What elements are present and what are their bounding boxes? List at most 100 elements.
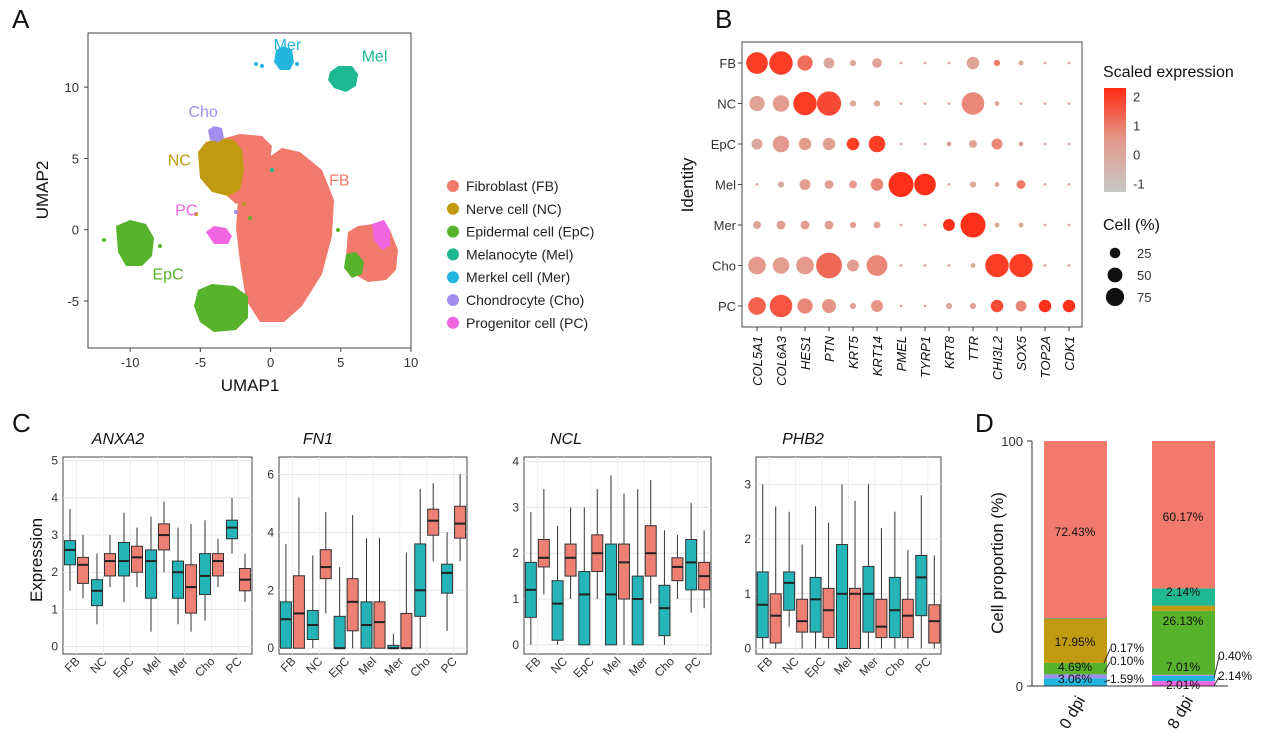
umap-cluster-label-cho: Cho	[188, 104, 217, 121]
bar-seg-fb	[1152, 441, 1215, 589]
box-red-cho	[671, 557, 684, 582]
umap-cluster-label-pc: PC	[175, 202, 197, 219]
cluster-pc-blob	[206, 226, 232, 244]
umap-cluster-label-mer: Mer	[274, 37, 302, 54]
gene-label-col5a1: COL5A1	[750, 336, 765, 386]
stacked-bar-axis: 0 100	[1001, 434, 1228, 694]
box-teal-cho	[199, 553, 211, 596]
box-teal-mel	[836, 544, 848, 650]
facet-x-tick-label: Mer	[626, 654, 651, 679]
dot-fb-sox5	[1018, 60, 1024, 66]
stacked-bar-categories: 0 dpi 8 dpi	[1057, 694, 1197, 733]
umap-y-tick-label: 0	[72, 223, 79, 238]
box-teal-mer	[631, 575, 644, 646]
facet-x-tick-label: FB	[523, 654, 544, 675]
gene-label-ttr: TTR	[966, 336, 981, 361]
facet-y-tick-label: 4	[51, 491, 58, 505]
label-leader-line	[1103, 648, 1111, 664]
dot-epc-sox5	[1018, 141, 1024, 147]
facet-title-phb2: PHB2	[782, 431, 824, 448]
dot-cho-krt14	[866, 255, 888, 276]
facet-x-tick-label: PC	[438, 654, 460, 676]
bar-seg-mer	[1152, 675, 1215, 682]
legend-swatch-epc	[447, 225, 459, 238]
facet-y-tick-label: 1	[51, 602, 58, 616]
legend-swatch-cho	[447, 294, 459, 306]
dot-mel-krt5	[849, 180, 857, 189]
box-teal-mer	[862, 565, 875, 633]
dot-cho-top2a	[1043, 264, 1047, 267]
dot-epc-krt14	[868, 135, 886, 153]
bar-pct-label: 26.13%	[1163, 614, 1204, 628]
umap-point	[248, 136, 252, 140]
dot-mer-pmel	[899, 223, 903, 227]
legend-swatch-mer	[447, 271, 459, 284]
dot-epc-col5a1	[751, 138, 763, 150]
dot-mel-col5a1	[755, 183, 759, 186]
facet-x-tick-label: Mel	[600, 654, 624, 678]
color-legend-tick: 1	[1133, 119, 1140, 134]
facet-y-tick-label: 1	[512, 592, 519, 606]
umap-point	[270, 168, 274, 172]
legend-swatch-fb	[447, 180, 459, 192]
umap-x-tick-label: 5	[337, 355, 344, 370]
dot-pc-hes1	[797, 298, 813, 314]
dot-mer-krt8	[943, 219, 955, 231]
dot-pc-col5a1	[748, 297, 766, 315]
dot-pc-krt5	[849, 302, 857, 310]
box-teal-cho	[888, 576, 901, 639]
box-red-epc	[346, 578, 359, 632]
facet-x-tick-label: NC	[303, 654, 325, 676]
dot-epc-cdk1	[1067, 142, 1071, 146]
gene-label-col6a3: COL6A3	[774, 335, 789, 386]
dot-nc-top2a	[1043, 102, 1047, 105]
identity-label-cho: Cho	[712, 259, 736, 274]
facet-x-tick-label: Mer	[166, 654, 191, 679]
cluster-pc-blob	[372, 220, 390, 250]
dot-cho-tyrp1	[923, 264, 927, 267]
dot-nc-ptn	[816, 91, 842, 116]
box-red-fb	[77, 556, 89, 584]
umap-point	[248, 216, 252, 220]
bar-category-label: 0 dpi	[1057, 694, 1089, 733]
dot-fb-chi3l2	[993, 59, 1001, 67]
dot-pc-ptn	[822, 299, 836, 313]
legend-label-epc: Epidermal cell (EpC)	[466, 224, 594, 240]
facet-x-tick-label: Cho	[192, 654, 218, 680]
boxplot-y-axis-title: Expression	[27, 518, 46, 602]
facet-y-tick-label: 0	[267, 641, 274, 655]
cluster-epc-blob	[116, 220, 154, 266]
box-teal-epc	[333, 615, 346, 649]
umap-x-tick-label: 10	[404, 355, 418, 370]
dot-mel-sox5	[1016, 180, 1026, 189]
dot-mel-cdk1	[1067, 183, 1071, 186]
facet-y-tick-label: 0	[51, 640, 58, 654]
size-legend: 25 50 75	[1105, 246, 1151, 307]
bar-seg-cho	[1044, 674, 1107, 679]
dot-mel-col6a3	[777, 181, 785, 188]
facet-x-tick-label: PC	[223, 654, 245, 676]
bar-pct-label: 3.06%	[1058, 672, 1092, 686]
facet-title-anxa2: ANXA2	[91, 431, 145, 448]
size-legend-label: 25	[1137, 246, 1151, 261]
umap-point	[254, 62, 258, 66]
cluster-epc-blob	[344, 252, 364, 278]
dot-epc-krt8	[946, 141, 952, 147]
size-legend-dot	[1109, 247, 1121, 259]
label-leader-line	[1213, 676, 1220, 687]
stacked-bar-panel: 0 100 Cell proportion (%) 72.43% 17.95% 4.6…	[988, 434, 1252, 732]
dot-pc-chi3l2	[990, 299, 1004, 313]
umap-y-ticks: -5 0 5 10	[65, 80, 88, 309]
identity-label-mel: Mel	[715, 178, 736, 193]
facet-y-tick-label: 3	[512, 500, 519, 514]
facet-y-tick-label: 2	[512, 546, 519, 560]
color-legend-ticks: 2 1 0 -1	[1133, 90, 1145, 192]
size-legend-label: 50	[1137, 268, 1151, 283]
dot-epc-tyrp1	[923, 142, 927, 146]
box-red-mel	[158, 523, 170, 551]
umap-point	[260, 64, 264, 68]
bar-seg-cho	[1152, 674, 1215, 676]
dot-mel-tyrp1	[914, 173, 936, 196]
